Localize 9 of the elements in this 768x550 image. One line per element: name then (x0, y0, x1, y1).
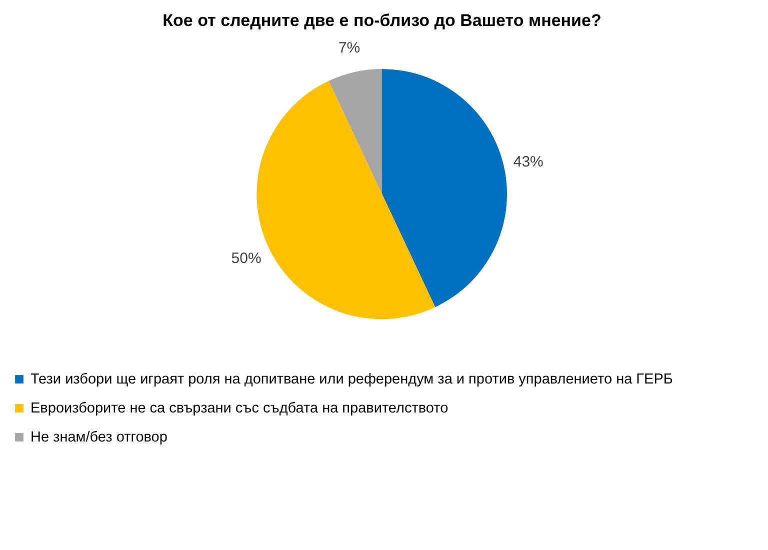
legend-label: Евроизборите не са свързани със съдбата на правителството (30, 400, 448, 416)
chart-title: Кое от следните две е по-близо до Вашето мнение? (162, 11, 602, 30)
data-label: 7% (338, 40, 360, 57)
legend-label: Тези избори ще играят роля на допитване или референдум за и против управлението на ГЕРБ (30, 371, 673, 388)
legend-label: Не знам/без отговор (30, 429, 168, 446)
data-label: 43% (513, 153, 544, 170)
pie-slice (328, 69, 382, 194)
data-label: 50% (231, 250, 262, 267)
pie-slice (382, 69, 507, 308)
